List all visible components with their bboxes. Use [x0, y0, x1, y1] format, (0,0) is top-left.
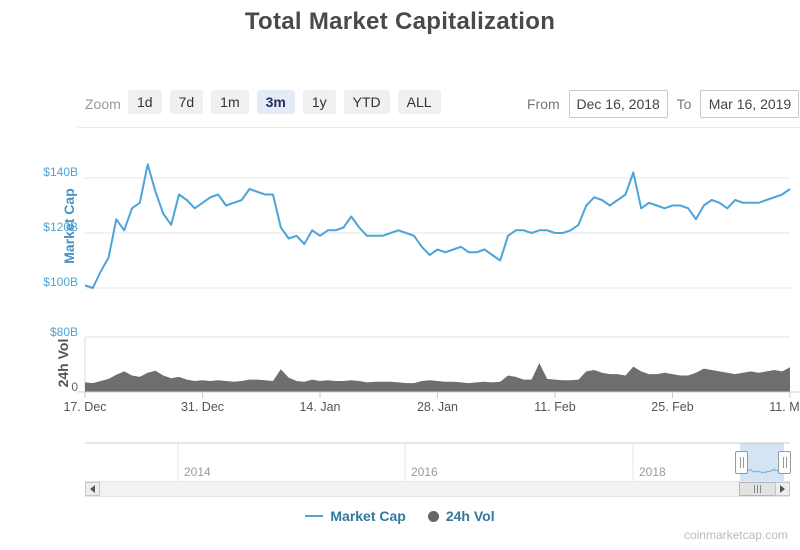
- zoom-button-3m[interactable]: 3m: [256, 90, 295, 114]
- zoom-button-1m[interactable]: 1m: [211, 90, 249, 114]
- left-arrow-icon: [90, 485, 95, 493]
- navigator-year-2014: 2014: [184, 465, 211, 479]
- ytick-vol-0: 0: [71, 380, 78, 394]
- toolbar-divider: [78, 127, 800, 128]
- zoom-button-all[interactable]: ALL: [397, 90, 441, 114]
- xtick-25-feb: 25. Feb: [651, 400, 694, 414]
- zoom-label: Zoom: [85, 96, 121, 112]
- zoom-button-1d[interactable]: 1d: [128, 90, 162, 114]
- page-title: Total Market Capitalization: [244, 8, 556, 35]
- legend-item-24h-vol[interactable]: 24h Vol: [427, 508, 495, 524]
- scrollbar-track[interactable]: [85, 481, 790, 497]
- zoom-button-ytd[interactable]: YTD: [343, 90, 390, 114]
- xtick-11-mar: 11. Mar: [769, 400, 800, 414]
- to-date-input[interactable]: [700, 90, 800, 118]
- xtick-31-dec: 31. Dec: [180, 400, 225, 414]
- ytick-vol-80b: $80B: [49, 325, 78, 339]
- scrollbar-right-arrow[interactable]: [775, 482, 790, 496]
- watermark: coinmarketcap.com: [683, 528, 788, 542]
- from-date-input[interactable]: [568, 90, 668, 118]
- chart-legend: Market Cap 24h Vol: [0, 508, 800, 524]
- ytick-market-cap-$140B: $140B: [43, 165, 78, 179]
- navigator-year-2018: 2018: [639, 465, 666, 479]
- scrollbar-left-arrow[interactable]: [85, 482, 100, 496]
- dot-swatch-icon: [427, 510, 439, 522]
- ytick-market-cap-$120B: $120B: [43, 220, 78, 234]
- right-arrow-icon: [780, 485, 785, 493]
- date-range-controls: From To: [527, 90, 800, 118]
- from-label: From: [527, 96, 560, 112]
- zoom-button-group: 1d 7d 1m 3m 1y YTD ALL: [128, 90, 441, 114]
- to-label: To: [676, 96, 692, 112]
- navigator-left-handle[interactable]: [735, 451, 748, 474]
- xtick-14-jan: 14. Jan: [299, 400, 341, 414]
- xtick-28-jan: 28. Jan: [416, 400, 458, 414]
- zoom-button-1y[interactable]: 1y: [302, 90, 336, 114]
- ytick-market-cap-$100B: $100B: [43, 275, 78, 289]
- legend-item-market-cap[interactable]: Market Cap: [305, 508, 406, 524]
- xtick-17-dec: 17. Dec: [63, 400, 107, 414]
- line-swatch-icon: [305, 515, 324, 517]
- navigator-year-2016: 2016: [411, 465, 438, 479]
- xtick-11-feb: 11. Feb: [534, 400, 576, 414]
- legend-label-24h-vol: 24h Vol: [445, 508, 495, 524]
- scrollbar-thumb[interactable]: [739, 482, 776, 496]
- volume-area-series: [85, 363, 790, 392]
- market-cap-line-series: [84, 163, 791, 289]
- zoom-button-7d[interactable]: 7d: [169, 90, 204, 114]
- legend-label-market-cap: Market Cap: [330, 508, 406, 524]
- navigator-right-handle[interactable]: [778, 451, 791, 474]
